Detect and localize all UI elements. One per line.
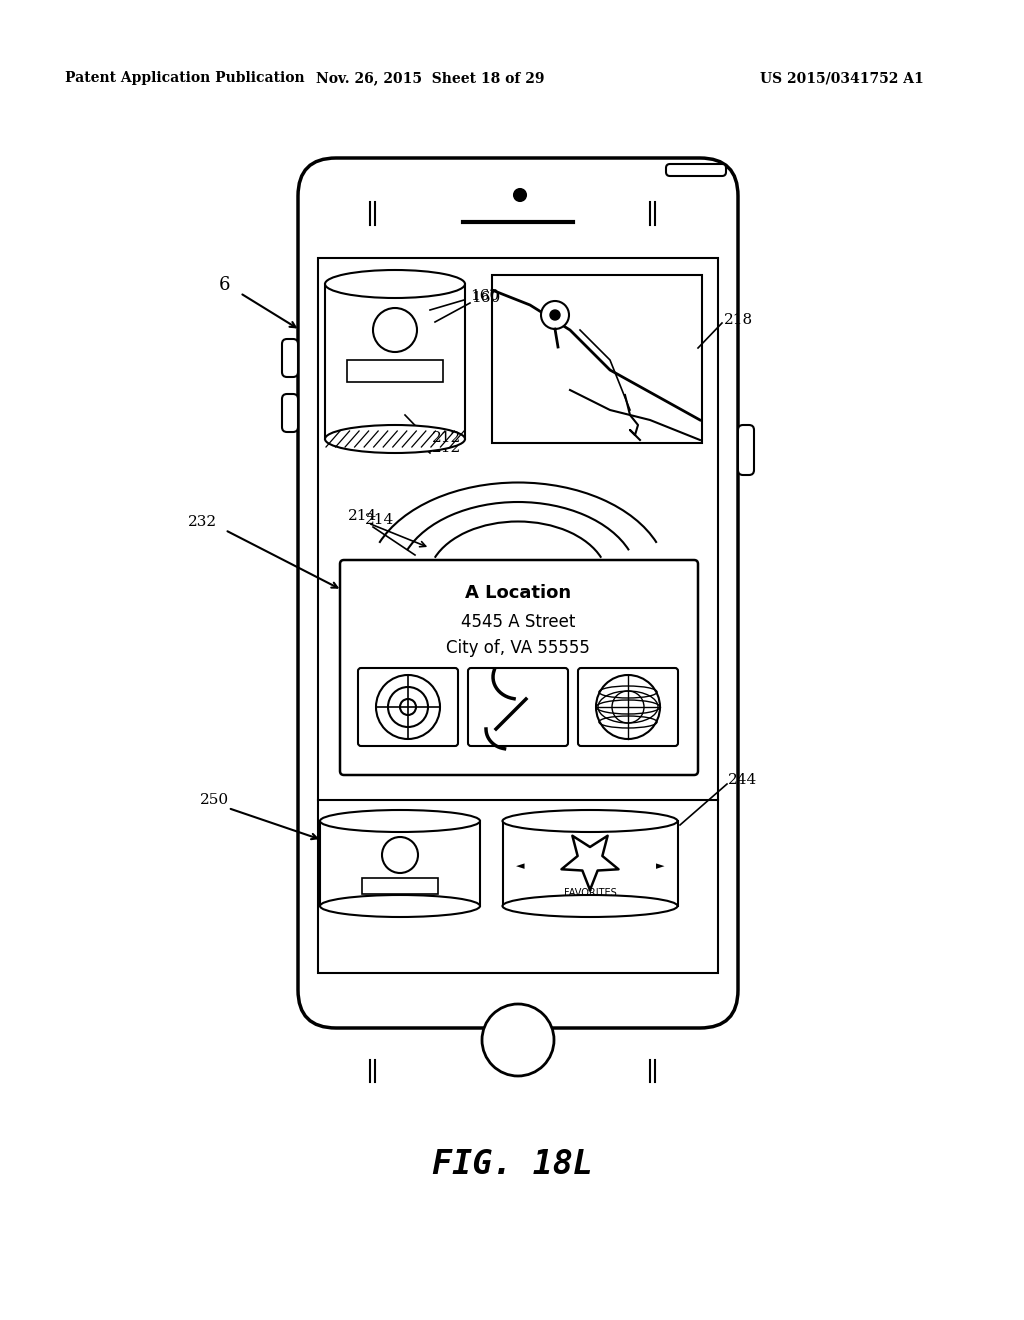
Circle shape — [541, 301, 569, 329]
FancyBboxPatch shape — [282, 393, 298, 432]
Text: 212: 212 — [432, 441, 461, 455]
FancyBboxPatch shape — [298, 158, 738, 1028]
Circle shape — [482, 1005, 554, 1076]
Circle shape — [373, 308, 417, 352]
Text: 160: 160 — [470, 289, 500, 304]
Bar — [325, 284, 465, 440]
Ellipse shape — [503, 810, 678, 832]
Bar — [347, 360, 443, 381]
Text: A Location: A Location — [465, 583, 571, 602]
Circle shape — [596, 675, 660, 739]
Text: 232: 232 — [188, 515, 217, 529]
Text: 244: 244 — [728, 774, 758, 787]
Bar — [319, 821, 480, 906]
Text: 214: 214 — [348, 510, 377, 523]
Text: 214: 214 — [365, 513, 394, 527]
Text: ◄: ◄ — [516, 861, 524, 871]
FancyBboxPatch shape — [282, 339, 298, 378]
FancyBboxPatch shape — [738, 425, 754, 475]
Circle shape — [550, 310, 560, 319]
Text: Nov. 26, 2015  Sheet 18 of 29: Nov. 26, 2015 Sheet 18 of 29 — [315, 71, 544, 84]
Ellipse shape — [319, 895, 480, 917]
Ellipse shape — [325, 271, 465, 298]
FancyBboxPatch shape — [578, 668, 678, 746]
Text: 250: 250 — [200, 793, 229, 807]
FancyBboxPatch shape — [666, 164, 726, 176]
Text: Patent Application Publication: Patent Application Publication — [65, 71, 304, 84]
FancyBboxPatch shape — [358, 668, 458, 746]
Circle shape — [388, 686, 428, 727]
Circle shape — [376, 675, 440, 739]
Bar — [503, 821, 678, 906]
FancyBboxPatch shape — [468, 668, 568, 746]
Ellipse shape — [325, 425, 465, 453]
Bar — [362, 878, 438, 894]
Text: 212: 212 — [432, 432, 461, 445]
Ellipse shape — [503, 895, 678, 917]
FancyBboxPatch shape — [340, 560, 698, 775]
Circle shape — [514, 189, 526, 201]
Bar — [318, 257, 718, 973]
Text: 160: 160 — [471, 290, 501, 305]
Text: FIG. 18L: FIG. 18L — [431, 1148, 593, 1181]
Text: US 2015/0341752 A1: US 2015/0341752 A1 — [760, 71, 924, 84]
Text: FAVORITES: FAVORITES — [563, 888, 616, 898]
Bar — [492, 275, 702, 444]
Text: City of, VA 55555: City of, VA 55555 — [446, 639, 590, 657]
Circle shape — [400, 700, 416, 715]
Text: ►: ► — [655, 861, 665, 871]
Ellipse shape — [319, 810, 480, 832]
Circle shape — [382, 837, 418, 873]
Text: 218: 218 — [724, 313, 753, 327]
Text: 4545 A Street: 4545 A Street — [461, 612, 575, 631]
Text: 6: 6 — [219, 276, 230, 294]
